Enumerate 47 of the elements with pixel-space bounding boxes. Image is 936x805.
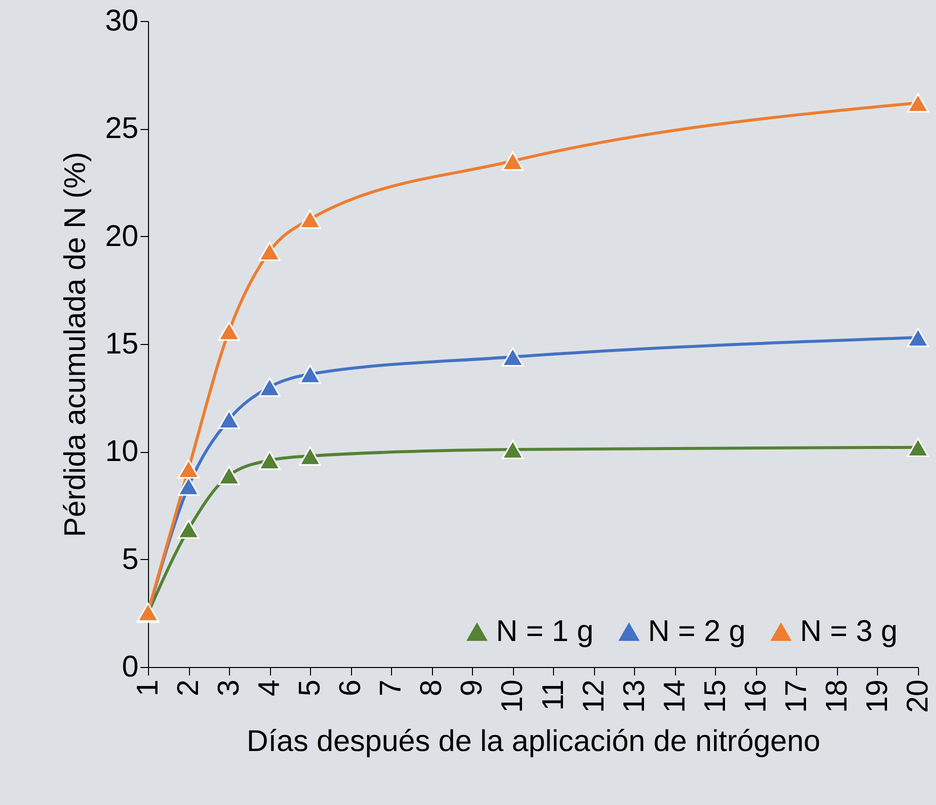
point	[178, 520, 200, 539]
point	[299, 209, 322, 229]
x-tick-label: 4	[253, 680, 286, 696]
x-tick-label: 15	[698, 680, 732, 713]
point	[218, 466, 240, 485]
y-tick-label: 30	[105, 4, 138, 38]
point	[907, 93, 929, 112]
point	[502, 151, 524, 171]
point	[178, 459, 200, 479]
x-tick-label: 5	[294, 680, 327, 696]
point	[218, 410, 240, 429]
x-tick-label: 6	[334, 680, 368, 696]
point	[907, 328, 929, 348]
point	[299, 446, 322, 466]
x-tick-label: 17	[780, 680, 813, 713]
y-tick-label: 5	[122, 542, 138, 576]
legend-label: N = 3 g	[800, 615, 898, 648]
point	[907, 438, 929, 457]
y-tick-label: 20	[105, 220, 138, 253]
x-tick-label: 12	[577, 680, 610, 713]
y-tick-label: 25	[105, 112, 138, 146]
x-tick-label: 11	[536, 680, 570, 711]
x-tick-label: 2	[172, 680, 206, 696]
point	[218, 321, 240, 341]
x-tick-label: 13	[618, 680, 651, 713]
x-tick-label: 7	[374, 680, 408, 696]
point	[258, 242, 281, 262]
x-tick-label: 10	[496, 680, 530, 713]
y-tick-label: 10	[105, 435, 138, 468]
point	[502, 440, 524, 460]
x-tick-label: 8	[415, 680, 448, 696]
x-tick-label: 3	[212, 680, 246, 696]
point	[502, 347, 524, 367]
legend-label: N = 1 g	[496, 615, 594, 648]
x-tick-label: 14	[658, 680, 692, 713]
point	[258, 377, 281, 397]
x-tick-label: 20	[902, 680, 934, 713]
x-tick-label: 9	[456, 680, 489, 696]
x-tick-label: 16	[739, 680, 772, 713]
y-axis-title: Pérdida acumulada de N (%)	[59, 152, 92, 538]
point	[299, 364, 322, 384]
x-axis-title: Días después de la aplicación de nitrógeno	[246, 724, 820, 758]
legend-label: N = 2 g	[648, 615, 746, 648]
x-tick-label: 18	[820, 680, 854, 713]
y-tick-label: 15	[105, 328, 138, 360]
point	[258, 450, 281, 470]
x-tick-label: 19	[860, 680, 894, 713]
